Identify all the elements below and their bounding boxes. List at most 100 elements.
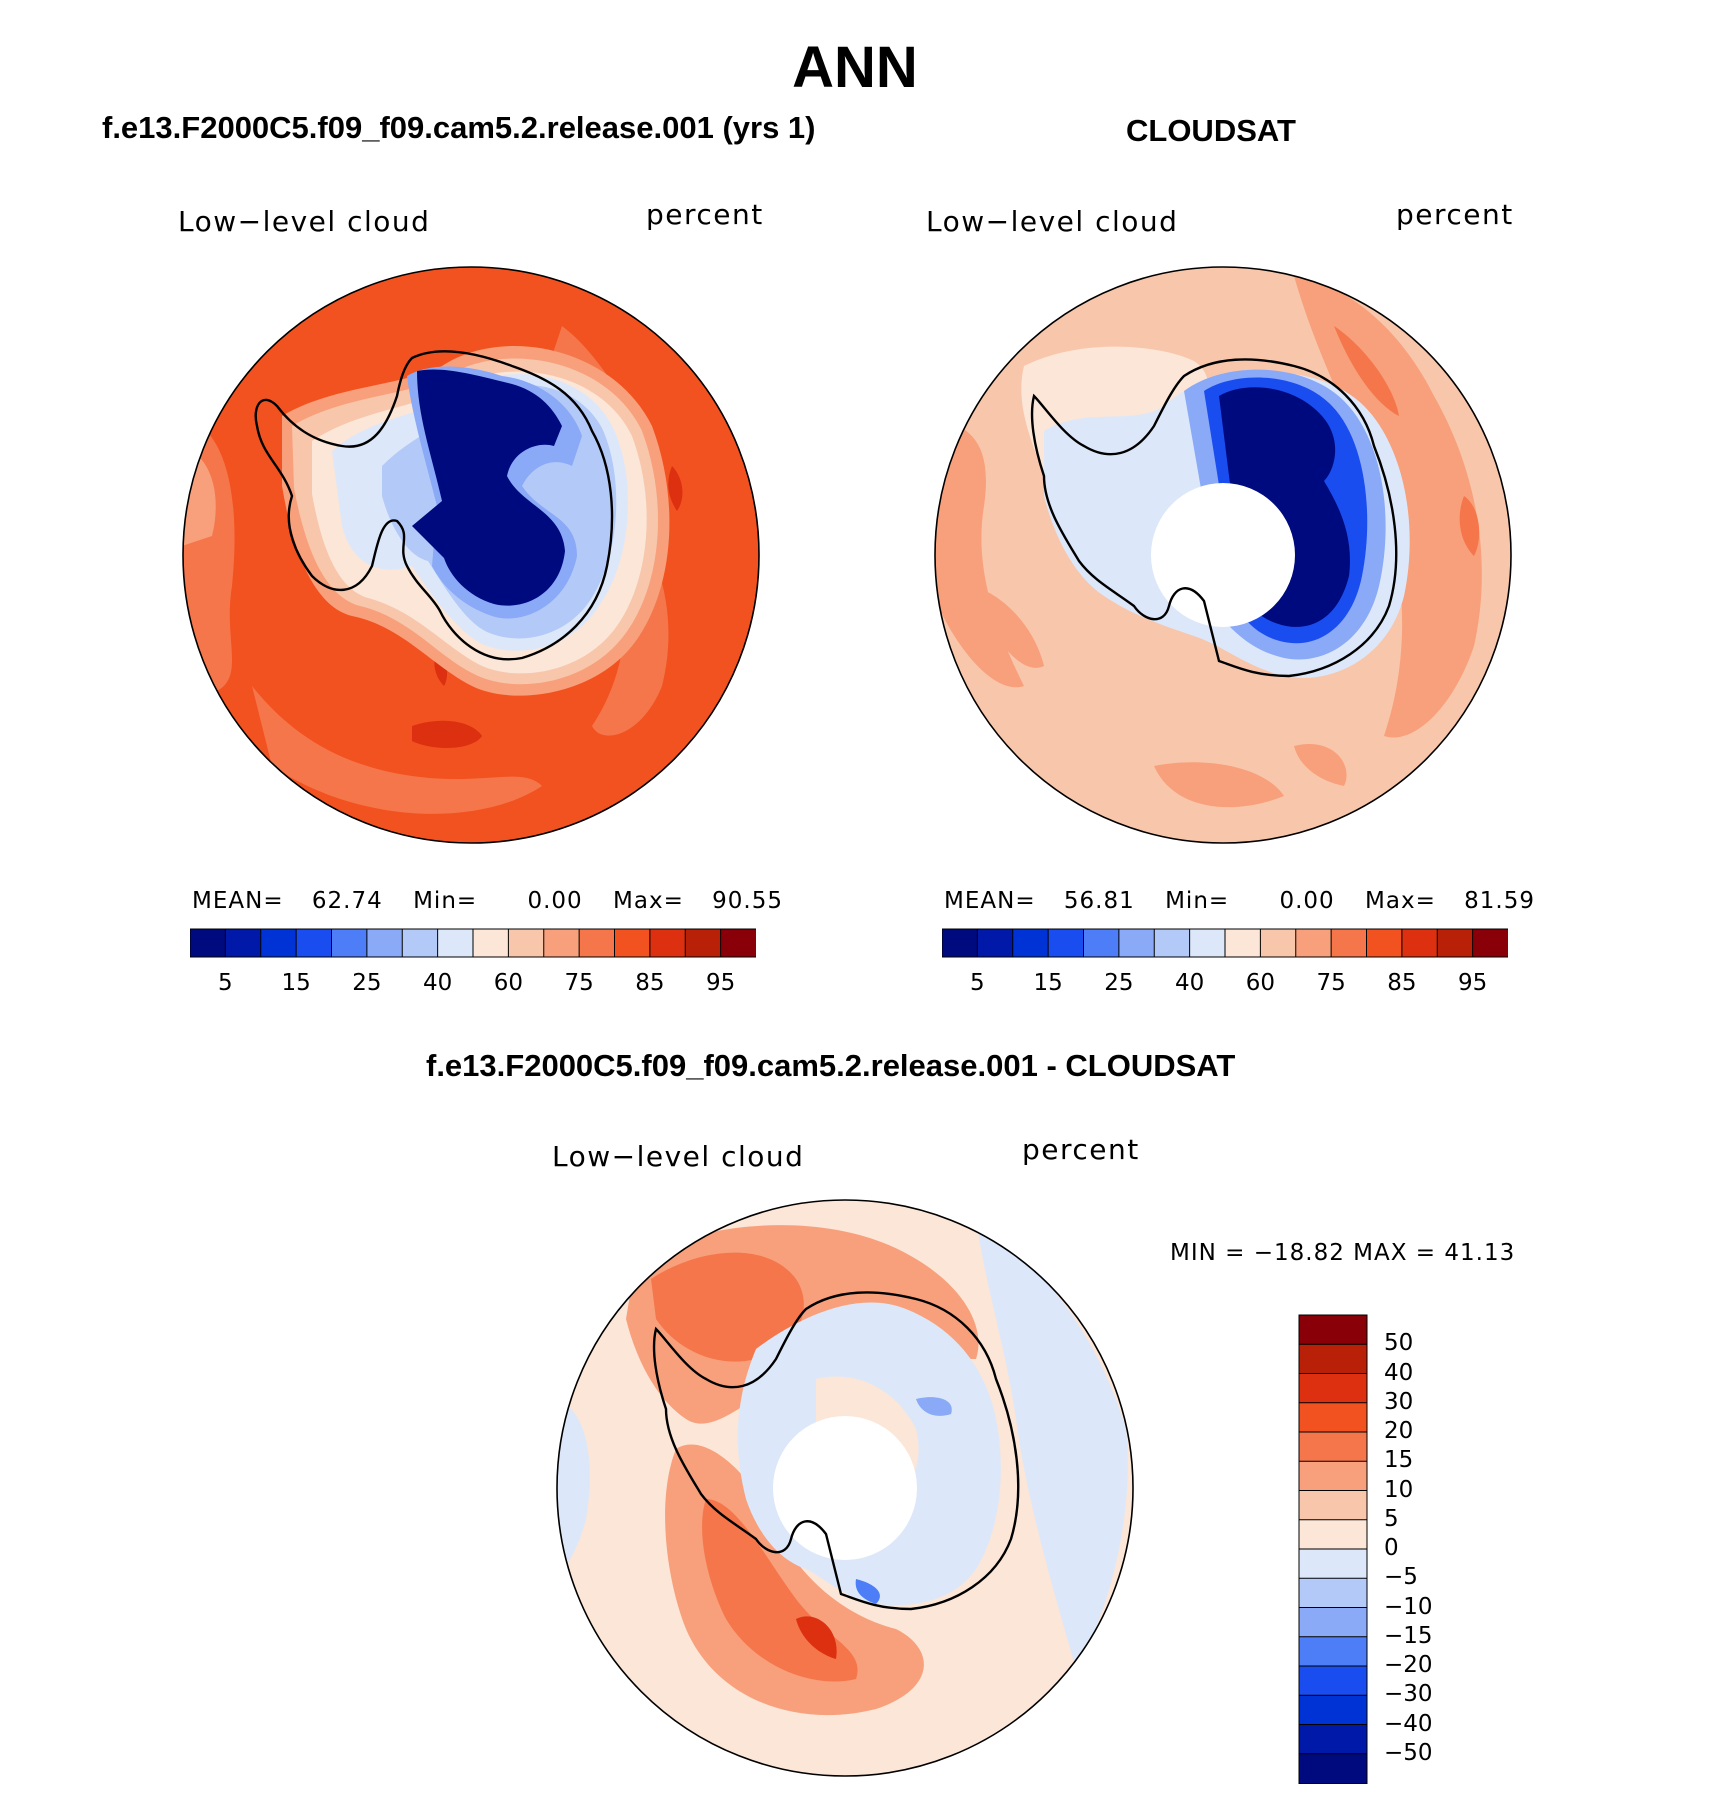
diff-colorbar-tick-label: 0 (1384, 1535, 1399, 1561)
diff-colorbar-swatch (1298, 1694, 1368, 1726)
obs-colorbar-tick-label: 40 (1174, 970, 1205, 996)
diff-warm-core (651, 1252, 804, 1362)
obs-colorbar-swatch (1118, 928, 1156, 958)
model-min-value: 0.00 (527, 888, 583, 914)
obs-coastline (1030, 358, 1398, 678)
diff-continent-patch (916, 1397, 952, 1416)
obs-mean-value: 56.81 (1063, 888, 1135, 914)
model-colorbar-tick-label: 85 (635, 970, 665, 996)
diff-colorbar-tick-label: 40 (1384, 1359, 1414, 1386)
obs-colorbar-tick-label: 95 (1457, 970, 1488, 996)
diff-colorbar-tick-label: 50 (1384, 1330, 1414, 1357)
diff-colorbar-swatch (1298, 1402, 1368, 1433)
diff-colorbar-ticks: 50 40 30 20 15 10 5 0 −5 −10 −15 −20 −30 −40 −50 (1384, 1314, 1464, 1784)
diff-range-text: MIN = −18.82 MAX = 41.13 (1170, 1240, 1516, 1266)
model-colorbar (190, 928, 756, 958)
model-continent-interior (412, 369, 565, 606)
obs-panel-title: CLOUDSAT (1126, 113, 1296, 148)
diff-colorbar-swatch (1298, 1607, 1368, 1638)
diff-panel-title: f.e13.F2000C5.f09_f09.cam5.2.release.001… (426, 1048, 1236, 1083)
diff-cool-region (976, 1219, 1128, 1669)
diff-colorbar-tick-label: −15 (1384, 1622, 1433, 1649)
diff-polar-map (556, 1199, 1134, 1777)
diff-colorbar-tick-label: 5 (1384, 1505, 1399, 1532)
obs-colorbar-swatch (1472, 928, 1508, 958)
model-colorbar-swatch (190, 928, 227, 958)
obs-colorbar-tick-label: 15 (1033, 970, 1063, 996)
diff-colorbar-swatch (1298, 1724, 1368, 1755)
obs-colorbar-tick-label: 75 (1316, 970, 1346, 996)
model-colorbar-tick-label: 40 (422, 970, 453, 996)
model-stats: MEAN= 62.74 Min= 0.00 Max= 90.55 (192, 888, 783, 914)
obs-max-label: Max= (1365, 888, 1436, 914)
diff-colorbar-tick-label: −10 (1384, 1593, 1433, 1620)
diff-field-label: Low−level cloud (552, 1140, 805, 1173)
model-min-label: Min= (413, 888, 478, 914)
model-coastline (254, 350, 614, 661)
diff-colorbar-tick-label: 30 (1384, 1388, 1414, 1415)
obs-colorbar-tick-label: 25 (1104, 970, 1134, 996)
model-colorbar-swatch (224, 928, 262, 958)
model-dark-patch (412, 720, 482, 748)
obs-colorbar-swatch (1224, 928, 1262, 958)
obs-stats: MEAN= 56.81 Min= 0.00 Max= 81.59 (944, 888, 1535, 914)
diff-coastline (652, 1291, 1020, 1611)
model-colorbar-swatch (260, 928, 298, 958)
model-colorbar-tick-label: 15 (281, 970, 311, 996)
model-colorbar-swatch (614, 928, 651, 958)
model-mean-label: MEAN= (192, 888, 284, 914)
model-colorbar-swatch (366, 928, 404, 958)
diff-colorbar-swatch (1298, 1665, 1368, 1697)
model-mean-value: 62.74 (311, 888, 383, 914)
obs-colorbar-swatch (1153, 928, 1191, 958)
diff-colorbar-tick-label: −5 (1384, 1564, 1418, 1591)
obs-colorbar-swatch (1047, 928, 1085, 958)
diff-colorbar-swatch (1298, 1373, 1368, 1404)
obs-darker-patch (1294, 744, 1347, 786)
model-colorbar-tick-label: 25 (352, 970, 382, 996)
model-max-value: 90.55 (712, 888, 784, 914)
obs-colorbar-swatch (1401, 928, 1439, 958)
model-panel-title: f.e13.F2000C5.f09_f09.cam5.2.release.001… (102, 110, 816, 145)
obs-colorbar-swatch (1295, 928, 1333, 958)
diff-colorbar-swatch (1298, 1636, 1368, 1667)
diff-colorbar-swatch (1298, 1431, 1368, 1463)
model-colorbar-swatch (543, 928, 581, 958)
model-colorbar-tick-label: 95 (705, 970, 736, 996)
obs-colorbar-tick-label: 85 (1387, 970, 1417, 996)
obs-darker-patch (974, 586, 1044, 668)
obs-colorbar-swatch (976, 928, 1014, 958)
model-polar-map (182, 266, 760, 844)
obs-units-label: percent (1396, 198, 1514, 231)
obs-colorbar-swatch (942, 928, 979, 958)
diff-missing-data-hole (773, 1416, 917, 1560)
diff-colorbar-swatch (1298, 1519, 1368, 1550)
obs-max-value: 81.59 (1464, 888, 1536, 914)
obs-field-label: Low−level cloud (926, 205, 1179, 238)
obs-colorbar-swatch (1189, 928, 1227, 958)
obs-polar-map (934, 266, 1512, 844)
obs-darker-patch (1334, 326, 1399, 416)
diff-colorbar (1298, 1314, 1368, 1784)
diff-colorbar-tick-label: 20 (1384, 1418, 1414, 1444)
model-colorbar-tick-label: 5 (218, 970, 233, 996)
diff-colorbar-swatch (1298, 1753, 1368, 1784)
diff-colorbar-tick-label: 15 (1384, 1447, 1414, 1474)
diff-colorbar-tick-label: −50 (1384, 1739, 1433, 1766)
diff-colorbar-swatch (1298, 1548, 1368, 1580)
figure-title: ANN (792, 35, 918, 100)
obs-darker-patch (1154, 762, 1284, 808)
diff-warm-core (796, 1616, 837, 1659)
diff-continent-patch (855, 1579, 880, 1604)
model-colorbar-ticks: 5 15 25 40 60 75 85 95 (190, 970, 756, 1000)
model-colorbar-swatch (684, 928, 722, 958)
obs-colorbar-swatch (1366, 928, 1403, 958)
model-colorbar-swatch (437, 928, 475, 958)
diff-colorbar-tick-label: −40 (1384, 1710, 1433, 1737)
obs-darker-patch (935, 416, 1024, 688)
diff-cool-region (557, 1399, 590, 1579)
diff-colorbar-swatch (1298, 1460, 1368, 1492)
model-colorbar-tick-label: 75 (564, 970, 594, 996)
model-field-label: Low−level cloud (178, 205, 431, 238)
diff-colorbar-swatch (1298, 1314, 1368, 1346)
